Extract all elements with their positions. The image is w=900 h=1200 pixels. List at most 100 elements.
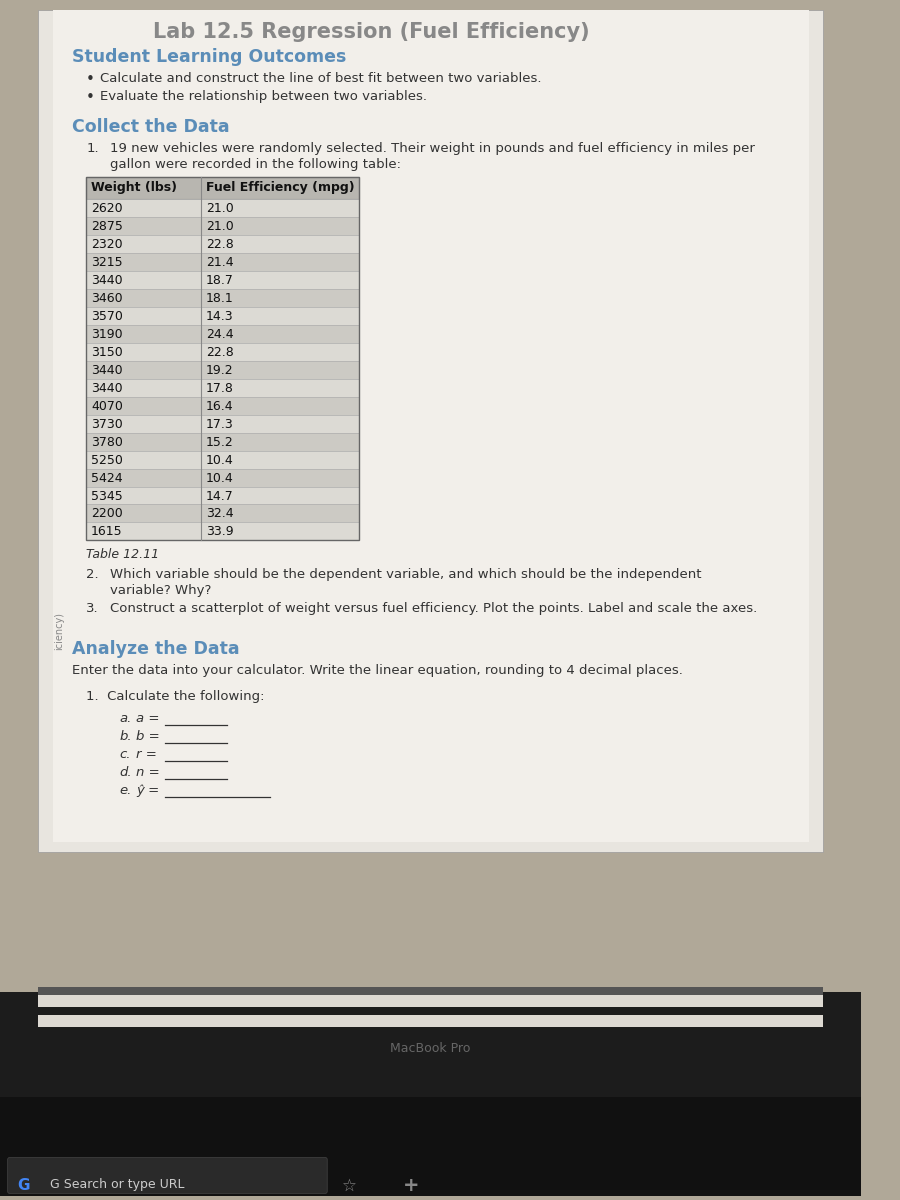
FancyBboxPatch shape [86,235,359,253]
FancyBboxPatch shape [39,1015,823,1027]
FancyBboxPatch shape [86,468,359,486]
Text: 3440: 3440 [91,274,122,287]
FancyBboxPatch shape [86,289,359,307]
Text: ☆: ☆ [342,1176,356,1194]
FancyBboxPatch shape [86,451,359,468]
Text: Evaluate the relationship between two variables.: Evaluate the relationship between two va… [101,90,428,103]
Text: Fuel Efficiency (mpg): Fuel Efficiency (mpg) [206,181,355,194]
Text: Student Learning Outcomes: Student Learning Outcomes [72,48,346,66]
Text: 2620: 2620 [91,203,122,215]
Text: b =: b = [136,730,159,743]
Text: Construct a scatterplot of weight versus fuel efficiency. Plot the points. Label: Construct a scatterplot of weight versus… [110,602,757,616]
Text: Calculate and construct the line of best fit between two variables.: Calculate and construct the line of best… [101,72,542,85]
FancyBboxPatch shape [86,271,359,289]
Text: 3440: 3440 [91,382,122,395]
Text: 3570: 3570 [91,310,122,323]
Text: Collect the Data: Collect the Data [72,118,230,136]
Text: G Search or type URL: G Search or type URL [50,1178,184,1192]
Text: 10.4: 10.4 [206,472,233,485]
Text: a =: a = [136,712,159,725]
Text: ŷ =: ŷ = [136,784,159,797]
Text: 19 new vehicles were randomly selected. Their weight in pounds and fuel efficien: 19 new vehicles were randomly selected. … [110,142,755,155]
Text: Table 12.11: Table 12.11 [86,548,159,562]
Text: r =: r = [136,748,157,761]
Text: Weight (lbs): Weight (lbs) [91,181,177,194]
Text: c.: c. [120,748,131,761]
FancyBboxPatch shape [86,433,359,451]
Text: variable? Why?: variable? Why? [110,584,212,598]
Text: Lab 12.5 Regression (Fuel Efficiency): Lab 12.5 Regression (Fuel Efficiency) [153,22,590,42]
Text: 15.2: 15.2 [206,436,233,449]
Text: 16.4: 16.4 [206,400,233,413]
Text: b.: b. [120,730,132,743]
FancyBboxPatch shape [86,379,359,397]
FancyBboxPatch shape [86,253,359,271]
Text: 2320: 2320 [91,239,122,251]
Text: 1.: 1. [86,142,99,155]
FancyBboxPatch shape [86,522,359,540]
FancyBboxPatch shape [52,10,808,842]
FancyBboxPatch shape [86,217,359,235]
Text: 14.3: 14.3 [206,310,233,323]
Text: 3190: 3190 [91,328,122,341]
Text: 21.4: 21.4 [206,257,233,269]
FancyBboxPatch shape [0,992,861,1196]
Text: 10.4: 10.4 [206,454,233,467]
Text: 22.8: 22.8 [206,239,233,251]
Text: 19.2: 19.2 [206,364,233,377]
Text: 18.1: 18.1 [206,292,233,305]
Text: •: • [86,90,95,104]
FancyBboxPatch shape [0,1097,861,1196]
FancyBboxPatch shape [86,307,359,325]
FancyBboxPatch shape [39,988,823,995]
FancyBboxPatch shape [86,199,359,217]
Text: 2875: 2875 [91,221,122,233]
Text: 21.0: 21.0 [206,203,233,215]
Text: 2.: 2. [86,569,99,581]
Text: Analyze the Data: Analyze the Data [72,640,239,658]
Text: 17.8: 17.8 [206,382,234,395]
FancyBboxPatch shape [86,486,359,504]
FancyBboxPatch shape [86,325,359,343]
FancyBboxPatch shape [0,997,861,1076]
Text: 17.3: 17.3 [206,418,233,431]
Text: gallon were recorded in the following table:: gallon were recorded in the following ta… [110,157,401,170]
Text: 18.7: 18.7 [206,274,234,287]
Text: 32.4: 32.4 [206,508,233,521]
FancyBboxPatch shape [86,361,359,379]
Text: 1615: 1615 [91,526,122,539]
FancyBboxPatch shape [86,178,359,199]
Text: G: G [17,1178,30,1194]
Text: 3440: 3440 [91,364,122,377]
Text: 2200: 2200 [91,508,122,521]
Text: 3460: 3460 [91,292,122,305]
Text: +: + [403,1176,419,1195]
Text: 3780: 3780 [91,436,122,449]
Text: 5250: 5250 [91,454,122,467]
Text: d.: d. [120,766,132,779]
Text: 3.: 3. [86,602,99,616]
Text: 5424: 5424 [91,472,122,485]
Text: e.: e. [120,784,132,797]
Text: •: • [86,72,95,86]
Text: Enter the data into your calculator. Write the linear equation, rounding to 4 de: Enter the data into your calculator. Wri… [72,664,682,677]
Text: 22.8: 22.8 [206,346,233,359]
Text: n =: n = [136,766,159,779]
Text: MacBook Pro: MacBook Pro [391,1042,471,1055]
Text: 33.9: 33.9 [206,526,233,539]
FancyBboxPatch shape [86,415,359,433]
FancyBboxPatch shape [86,504,359,522]
FancyBboxPatch shape [8,1158,328,1194]
FancyBboxPatch shape [86,397,359,415]
Text: 3215: 3215 [91,257,122,269]
Text: 24.4: 24.4 [206,328,233,341]
Text: 1.  Calculate the following:: 1. Calculate the following: [86,690,265,703]
Text: a.: a. [120,712,132,725]
Text: 5345: 5345 [91,490,122,503]
Text: 4070: 4070 [91,400,122,413]
FancyBboxPatch shape [39,995,823,1007]
FancyBboxPatch shape [39,10,823,852]
Text: 3150: 3150 [91,346,122,359]
Text: 14.7: 14.7 [206,490,233,503]
Text: 21.0: 21.0 [206,221,233,233]
